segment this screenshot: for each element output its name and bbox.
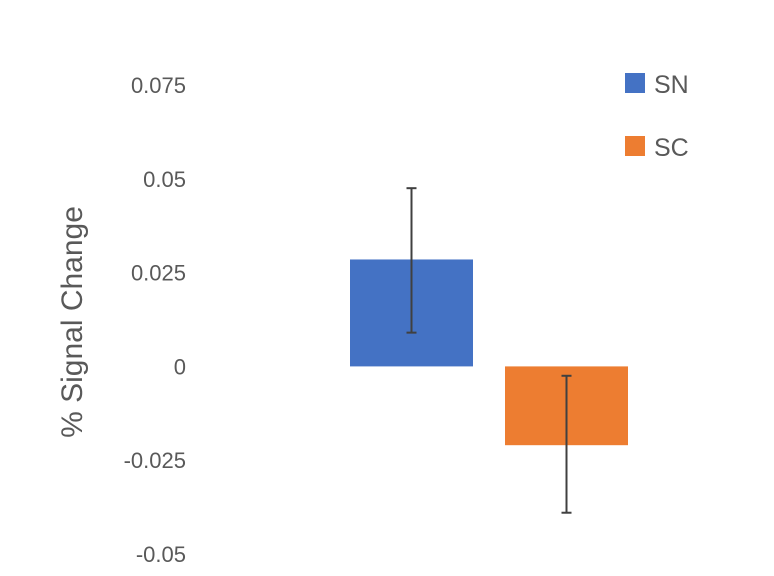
legend-swatch-sc [625,136,645,156]
legend: SN SC [625,71,689,162]
y-tick-label: 0.025 [131,261,186,286]
legend-swatch-sn [625,73,645,93]
y-tick-labels: 0.075 0.05 0.025 0 -0.025 -0.05 [124,73,186,567]
y-axis-title: % Signal Change [56,206,89,438]
y-tick-label: 0.075 [131,73,186,98]
error-bars [406,187,572,514]
bars [350,259,628,446]
legend-label-sn: SN [654,71,689,99]
y-tick-label: -0.025 [124,448,186,473]
y-tick-label: 0.05 [143,167,186,192]
y-axis-title-group: % Signal Change [56,206,89,438]
y-tick-label: 0 [174,354,186,379]
y-tick-label: -0.05 [136,542,186,567]
legend-label-sc: SC [654,134,689,162]
